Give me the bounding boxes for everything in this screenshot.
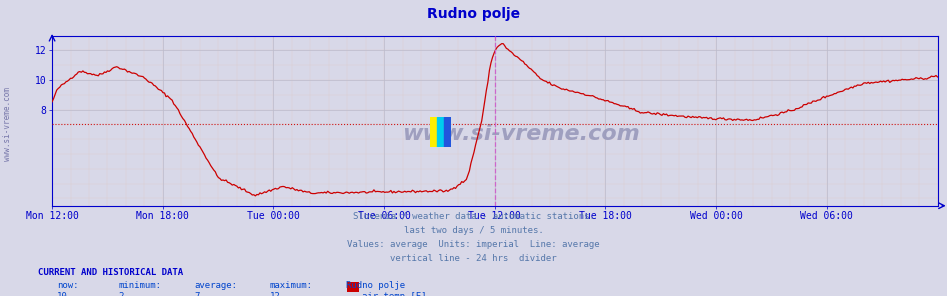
Text: www.si-vreme.com: www.si-vreme.com	[3, 87, 12, 161]
Bar	[430, 117, 437, 147]
Text: Rudno polje: Rudno polje	[346, 281, 404, 289]
Text: average:: average:	[194, 281, 237, 289]
Text: Slovenia / weather data - automatic stations.: Slovenia / weather data - automatic stat…	[352, 212, 595, 221]
Text: vertical line - 24 hrs  divider: vertical line - 24 hrs divider	[390, 254, 557, 263]
Text: 10: 10	[57, 292, 67, 296]
Text: minimum:: minimum:	[118, 281, 161, 289]
Text: maximum:: maximum:	[270, 281, 313, 289]
Text: 12: 12	[270, 292, 280, 296]
Text: Rudno polje: Rudno polje	[427, 7, 520, 21]
Text: Values: average  Units: imperial  Line: average: Values: average Units: imperial Line: av…	[348, 240, 599, 249]
Text: 2: 2	[118, 292, 124, 296]
Bar	[444, 117, 451, 147]
Text: last two days / 5 minutes.: last two days / 5 minutes.	[403, 226, 544, 235]
Bar	[437, 117, 444, 147]
Text: air temp.[F]: air temp.[F]	[362, 292, 426, 296]
Text: now:: now:	[57, 281, 79, 289]
Text: 7: 7	[194, 292, 200, 296]
Text: www.si-vreme.com: www.si-vreme.com	[402, 124, 640, 144]
Text: CURRENT AND HISTORICAL DATA: CURRENT AND HISTORICAL DATA	[38, 268, 183, 277]
